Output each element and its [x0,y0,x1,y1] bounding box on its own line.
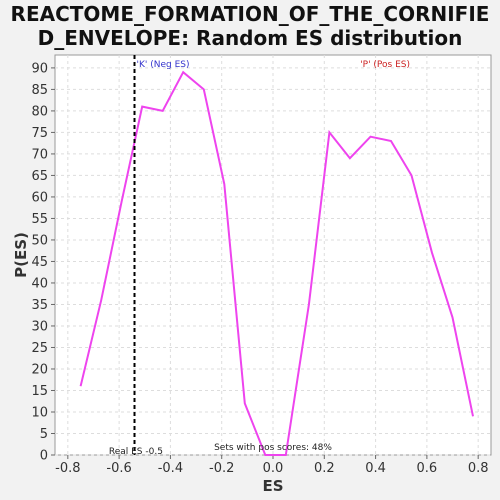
x-tick-label: 0.0 [263,461,284,476]
pos-fraction-label: Sets with pos scores: 48% [214,443,332,453]
neg-es-label: 'K' (Neg ES) [137,60,190,70]
x-tick-label: -0.2 [209,461,234,476]
y-tick-label: 25 [31,341,48,356]
x-tick-label: -0.8 [55,461,80,476]
y-tick-label: 85 [31,83,48,98]
y-tick-label: 30 [31,319,48,334]
chart-title: REACTOME_FORMATION_OF_THE_CORNIFIE D_ENV… [0,2,500,50]
x-tick-label: 0.6 [417,461,438,476]
pos-es-label: 'P' (Pos ES) [360,60,410,70]
x-axis-label: ES [262,477,283,495]
y-tick-label: 45 [31,255,48,270]
y-tick-label: 70 [31,147,48,162]
y-tick-label: 35 [31,298,48,313]
x-tick-label: -0.4 [158,461,183,476]
y-tick-label: 10 [31,405,48,420]
chart-title-line1: REACTOME_FORMATION_OF_THE_CORNIFIE [10,2,490,26]
x-tick-label: 0.8 [468,461,489,476]
series-layer [79,70,474,456]
y-tick-label: 40 [31,276,48,291]
y-axis-ticks: 0 5 10 15 20 25 30 35 40 45 50 55 60 65 70 75 80 85 90 [31,61,55,464]
x-axis-ticks: -0.8 -0.6 -0.4 -0.2 0.0 0.2 0.4 0.6 0.8 [55,455,489,476]
y-tick-label: 60 [31,190,48,205]
chart-title-line2: D_ENVELOPE: Random ES distribution [37,26,463,50]
y-axis-label: P(ES) [12,232,30,278]
y-tick-label: 55 [31,212,48,227]
y-tick-label: 65 [31,169,48,184]
y-tick-label: 90 [31,61,48,76]
y-tick-label: 80 [31,104,48,119]
x-tick-label: 0.2 [314,461,335,476]
y-tick-label: 5 [40,427,48,442]
y-tick-label: 0 [40,449,48,464]
y-tick-label: 75 [31,126,48,141]
y-tick-label: 20 [31,362,48,377]
y-tick-label: 15 [31,384,48,399]
x-tick-label: -0.6 [106,461,131,476]
x-tick-label: 0.4 [365,461,386,476]
y-tick-label: 50 [31,233,48,248]
real-es-label: Real ES -0.5 [109,447,163,457]
grid-lines [55,55,491,456]
es-distribution-line [79,70,474,456]
